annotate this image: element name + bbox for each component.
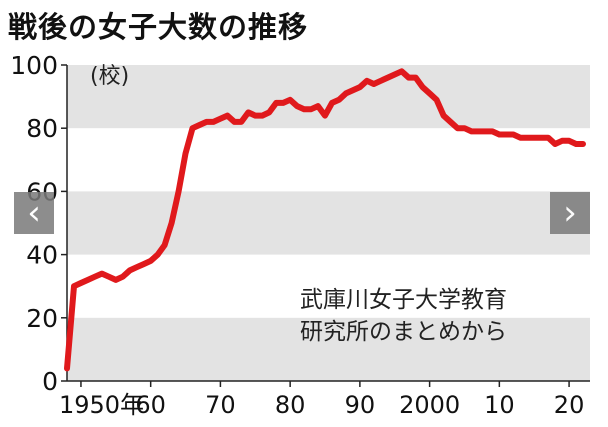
grid-band [67,191,590,255]
y-tick-label: 100 [10,51,58,80]
x-tick-label: 70 [205,391,236,419]
x-tick-label: 90 [345,391,376,419]
grid-bands [67,65,590,381]
next-image-button[interactable]: › [550,192,590,234]
source-line-2: 研究所のまとめから [300,319,507,345]
y-tick-label: 40 [26,241,58,270]
axes [66,65,590,382]
source-note: 武庫川女子大学教育 研究所のまとめから [300,284,507,348]
x-tick-label: 10 [484,391,515,419]
x-tick-label: 60 [135,391,166,419]
chevron-right-icon: › [563,193,577,233]
x-tick-label: 1950年 [59,391,144,419]
y-unit-label: (校) [90,64,130,89]
x-tick-label: 2000 [399,391,460,419]
y-tick-label: 20 [26,304,58,333]
data-line-women-universities [64,68,586,372]
x-tick-label: 80 [275,391,306,419]
y-tick-labels: 020406080100 [10,51,67,396]
grid-band [67,317,590,381]
x-tick-label: 20 [554,391,585,419]
chevron-left-icon: ‹ [27,193,41,233]
source-line-1: 武庫川女子大学教育 [300,287,507,313]
previous-image-button[interactable]: ‹ [14,192,54,234]
grid-band [67,65,590,129]
y-tick-label: 80 [26,114,58,143]
chart-title: 戦後の女子大数の推移 [8,10,309,44]
y-tick-label: 0 [42,367,58,396]
